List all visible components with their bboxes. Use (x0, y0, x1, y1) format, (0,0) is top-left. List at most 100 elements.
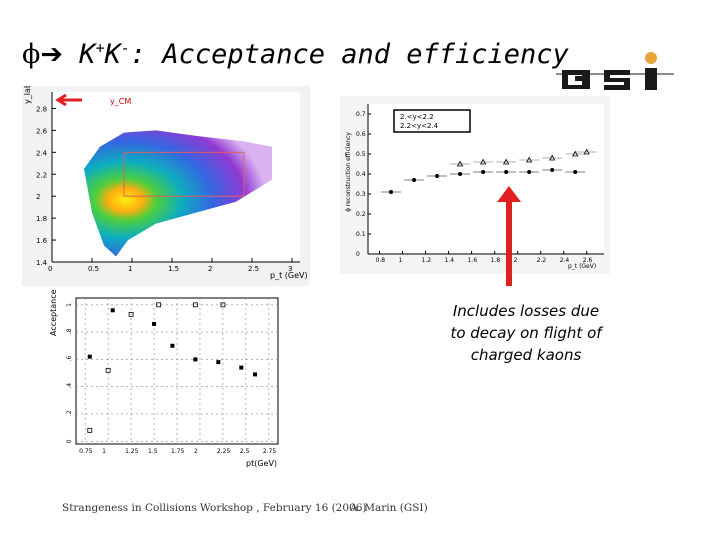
heatmap-ylabel: y_lab (23, 86, 32, 104)
heatmap-xtick-label: 0.5 (88, 265, 99, 273)
note-line-2: to decay on flight of (450, 324, 602, 342)
efficiency-xtick-label: 1.6 (468, 257, 478, 264)
heatmap-ytick-label: 2.8 (36, 105, 47, 113)
acceptance-xtick-label: 1 (102, 448, 106, 455)
kaon-label-2: K (104, 39, 121, 70)
acceptance-marks (87, 302, 258, 433)
logo-letters (562, 68, 657, 90)
rapidity-pt-heatmap-panel: 0 0.5 1 1.5 2 2.5 3 1.4 1.6 1.8 2 2.2 2.4 2.6 2.8 y_la… (22, 83, 310, 286)
heatmap-xtick-label: 1.5 (168, 265, 179, 273)
heatmap-ytick-label: 2.2 (36, 171, 47, 179)
efficiency-xtick-label: 2.2 (537, 257, 547, 264)
acceptance-point-filled (239, 365, 244, 370)
logo-dot (645, 52, 657, 64)
acceptance-point-open (105, 367, 111, 373)
heatmap-xtick-label: 3 (288, 265, 292, 273)
efficiency-xtick-label: 2.6 (583, 257, 593, 264)
efficiency-xtick-label: 1.2 (422, 257, 432, 264)
acceptance-point-filled (152, 321, 157, 326)
losses-note: Includes losses due to decay on flight o… (432, 300, 620, 366)
acceptance-point-filled (216, 360, 221, 365)
efficiency-marks (381, 148, 597, 194)
efficiency-xtick-label: 1.4 (445, 257, 455, 264)
acceptance-ytick-label: 0 (66, 439, 73, 443)
acceptance-ylabel: Acceptance (49, 289, 58, 336)
efficiency-arrow-icon (497, 186, 521, 286)
acceptance-ytick-label: .4 (66, 383, 73, 389)
efficiency-point-open (525, 156, 533, 163)
acceptance-plot-panel: 0.75 1 1.25 1.5 1.75 2 2.25 2.5 2.75 0 .2 .4 .6 .8 1 A… (48, 286, 292, 482)
acceptance-xtick-label: 2.75 (263, 448, 277, 455)
efficiency-point-filled (412, 178, 417, 182)
note-line-1: Includes losses due (452, 302, 600, 320)
efficiency-ytick-label: 0.6 (356, 131, 366, 138)
efficiency-point-filled (573, 170, 578, 174)
heatmap-ytick-label: 1.8 (36, 215, 47, 223)
acceptance-xtick-label: 1.25 (125, 448, 139, 455)
ycm-arrow-icon (55, 93, 82, 107)
footer-workshop: Strangeness in Collisions Workshop , Feb… (62, 502, 367, 514)
rapidity-pt-heatmap: 0 0.5 1 1.5 2 2.5 3 1.4 1.6 1.8 2 2.2 2.4 2.6 2.8 y_la… (23, 83, 308, 280)
efficiency-xtick-label: 1.8 (491, 257, 501, 264)
efficiency-xtick-label: 2.4 (560, 257, 570, 264)
heatmap-xtick-label: 1 (128, 265, 132, 273)
efficiency-xlabel: p_t (GeV) (568, 263, 596, 270)
efficiency-point-open (456, 160, 464, 167)
heatmap-ytick-label: 2.6 (36, 127, 48, 135)
efficiency-point-open (583, 148, 590, 155)
acceptance-point-filled (193, 357, 198, 362)
acceptance-xtick-label: 2.25 (217, 448, 231, 455)
efficiency-point-filled (504, 170, 509, 174)
efficiency-point-filled (458, 172, 463, 176)
efficiency-point-filled (481, 170, 486, 174)
efficiency-point-open (572, 150, 579, 157)
acceptance-grid: 0.75 1 1.25 1.5 1.75 2 2.25 2.5 2.75 0 .2 .4 .6 .8 1 (66, 298, 278, 455)
note-line-3: charged kaons (470, 346, 582, 364)
acceptance-point-filled (170, 343, 175, 348)
heatmap-xtick-label: 2.5 (248, 265, 259, 273)
phi-symbol: ϕ (22, 39, 41, 70)
efficiency-ytick-label: 0.5 (356, 151, 366, 158)
efficiency-point-filled (389, 190, 394, 194)
acceptance-ytick-label: 1 (66, 303, 73, 307)
acceptance-xtick-label: 1.75 (171, 448, 185, 455)
efficiency-ytick-label: 0.3 (356, 191, 366, 198)
acceptance-point-filled (110, 308, 115, 313)
efficiency-ticks: 0.8 1 1.2 1.4 1.6 1.8 2 2.2 2.4 2.6 0 0.1 0.2 0.3 0.4 0… (356, 111, 592, 264)
acceptance-point-filled (253, 372, 258, 377)
kplus-label: + (95, 39, 105, 57)
heatmap-ycm-label: y_CM (110, 97, 131, 106)
efficiency-xtick-label: 0.8 (376, 257, 386, 264)
heatmap-xtick-label: 0 (48, 265, 52, 273)
efficiency-xtick-label: 1 (399, 257, 403, 264)
efficiency-point-filled (435, 174, 440, 178)
heatmap-ytick-label: 1.4 (36, 259, 48, 267)
efficiency-plot: 0.8 1 1.2 1.4 1.6 1.8 2 2.2 2.4 2.6 0 0.1 0.2 0.3 0.4 0… (345, 104, 604, 270)
efficiency-point-filled (527, 170, 532, 174)
acceptance-xtick-label: 2 (194, 448, 198, 455)
slide-title: ϕ➔ K+K-: Acceptance and efficiency (22, 26, 602, 70)
efficiency-ytick-label: 0.2 (356, 211, 366, 218)
acceptance-xtick-label: 2.5 (240, 448, 250, 455)
efficiency-ytick-label: 0.4 (356, 171, 366, 178)
efficiency-point-open (502, 158, 510, 165)
heatmap-selection-box (123, 151, 245, 197)
efficiency-ytick-label: 0.1 (356, 231, 366, 238)
footer-author: A. Marin (GSI) (350, 502, 428, 514)
acceptance-point-open (128, 311, 134, 317)
efficiency-ytick-label: 0 (356, 251, 360, 258)
heatmap-density-band (84, 130, 272, 257)
efficiency-point-open (549, 154, 556, 161)
efficiency-plot-panel: 0.8 1 1.2 1.4 1.6 1.8 2 2.2 2.4 2.6 0 0.1 0.2 0.3 0.4 0… (340, 96, 610, 274)
acceptance-xlabel: pt(GeV) (246, 459, 277, 468)
acceptance-xtick-label: 0.75 (79, 448, 93, 455)
title-rest: : Acceptance and efficiency (129, 39, 569, 70)
kminus-label: - (120, 39, 130, 57)
acceptance-point-open (87, 427, 93, 433)
acceptance-point-filled (87, 354, 92, 359)
heatmap-ticks: 0 0.5 1 1.5 2 2.5 3 1.4 1.6 1.8 2 2.2 2.4 2.6 2.8 (36, 105, 293, 273)
kaon-label: K (79, 39, 96, 70)
acceptance-ytick-label: .6 (66, 355, 73, 361)
acceptance-point-open (156, 302, 162, 308)
efficiency-ytick-label: 0.7 (356, 111, 366, 118)
